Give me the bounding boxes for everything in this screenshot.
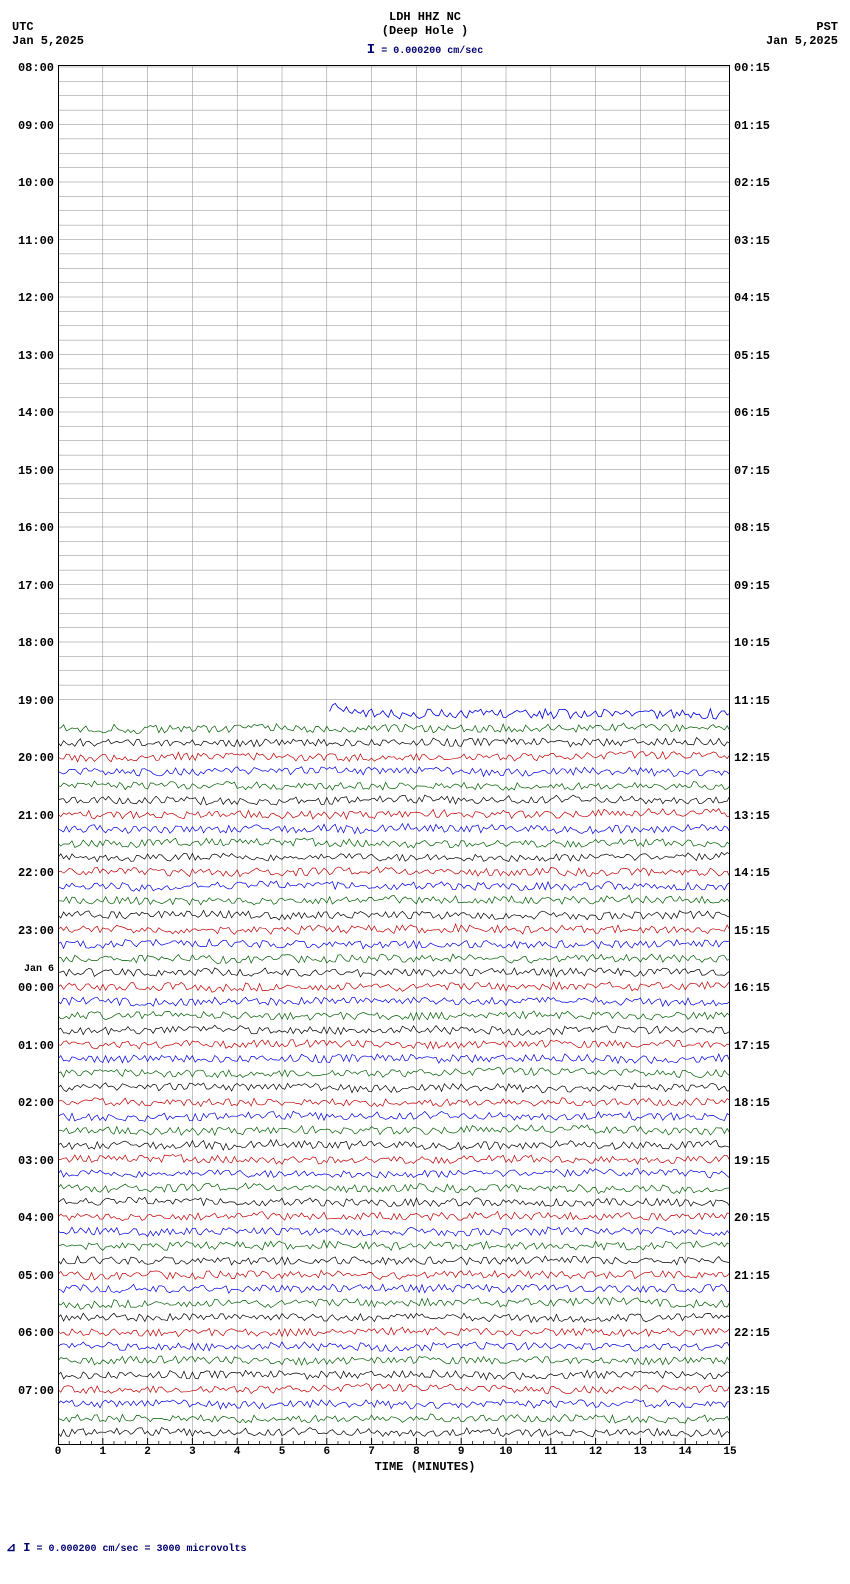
- time-label: 03:00: [18, 1154, 54, 1168]
- time-label: 17:15: [734, 1039, 770, 1053]
- time-label: 08:15: [734, 521, 770, 535]
- time-label: 06:00: [18, 1326, 54, 1340]
- time-label: 05:00: [18, 1269, 54, 1283]
- time-label: 02:15: [734, 176, 770, 190]
- time-label: 21:15: [734, 1269, 770, 1283]
- x-tick-label: 11: [544, 1446, 557, 1458]
- x-tick-label: 6: [323, 1446, 330, 1458]
- x-tick-label: 14: [679, 1446, 692, 1458]
- utc-label: UTC: [12, 20, 84, 34]
- time-label: 19:15: [734, 1154, 770, 1168]
- time-label: 17:00: [18, 579, 54, 593]
- time-label: 04:15: [734, 291, 770, 305]
- time-label: Jan 6: [24, 964, 54, 975]
- time-label: 07:00: [18, 1384, 54, 1398]
- time-label: 22:00: [18, 866, 54, 880]
- time-label: 12:15: [734, 751, 770, 765]
- time-label: 11:15: [734, 694, 770, 708]
- plot-area: [58, 65, 730, 1445]
- time-label: 03:15: [734, 234, 770, 248]
- pst-label: PST: [766, 20, 838, 34]
- x-tick-label: 10: [499, 1446, 512, 1458]
- seismogram-svg: [58, 65, 730, 1445]
- time-label: 16:15: [734, 981, 770, 995]
- time-label: 07:15: [734, 464, 770, 478]
- right-time-labels: 00:1501:1502:1503:1504:1505:1506:1507:15…: [732, 65, 788, 1445]
- x-tick-label: 12: [589, 1446, 602, 1458]
- x-tick-label: 5: [279, 1446, 286, 1458]
- station-code: LDH HHZ NC: [382, 10, 468, 24]
- x-tick-label: 4: [234, 1446, 241, 1458]
- time-label: 23:15: [734, 1384, 770, 1398]
- seismogram-container: UTC Jan 5,2025 PST Jan 5,2025 LDH HHZ NC…: [0, 0, 850, 1584]
- station-location: (Deep Hole ): [382, 24, 468, 38]
- scale-text: = 0.000200 cm/sec: [381, 46, 483, 57]
- time-label: 05:15: [734, 349, 770, 363]
- header-scale: I = 0.000200 cm/sec: [367, 42, 483, 58]
- footer-scale-text: = 0.000200 cm/sec = 3000 microvolts: [36, 1544, 246, 1555]
- header-left: UTC Jan 5,2025: [12, 20, 84, 48]
- x-tick-label: 2: [144, 1446, 151, 1458]
- time-label: 13:15: [734, 809, 770, 823]
- time-label: 01:00: [18, 1039, 54, 1053]
- x-tick-label: 9: [458, 1446, 465, 1458]
- time-label: 20:15: [734, 1211, 770, 1225]
- x-tick-label: 1: [99, 1446, 106, 1458]
- time-label: 00:00: [18, 981, 54, 995]
- time-label: 15:15: [734, 924, 770, 938]
- time-label: 02:00: [18, 1096, 54, 1110]
- time-label: 13:00: [18, 349, 54, 363]
- footer-scale: ⊿ I = 0.000200 cm/sec = 3000 microvolts: [6, 1540, 247, 1555]
- x-axis-label: TIME (MINUTES): [0, 1460, 850, 1474]
- time-label: 04:00: [18, 1211, 54, 1225]
- time-label: 23:00: [18, 924, 54, 938]
- time-label: 00:15: [734, 61, 770, 75]
- time-label: 18:00: [18, 636, 54, 650]
- time-label: 14:00: [18, 406, 54, 420]
- x-axis-ticks: 0123456789101112131415: [58, 1446, 730, 1460]
- time-label: 21:00: [18, 809, 54, 823]
- time-label: 19:00: [18, 694, 54, 708]
- time-label: 09:00: [18, 119, 54, 133]
- pst-date: Jan 5,2025: [766, 34, 838, 48]
- time-label: 18:15: [734, 1096, 770, 1110]
- time-label: 15:00: [18, 464, 54, 478]
- utc-date: Jan 5,2025: [12, 34, 84, 48]
- time-label: 08:00: [18, 61, 54, 75]
- time-label: 12:00: [18, 291, 54, 305]
- header-right: PST Jan 5,2025: [766, 20, 838, 48]
- x-tick-label: 8: [413, 1446, 420, 1458]
- time-label: 11:00: [18, 234, 54, 248]
- x-tick-label: 7: [368, 1446, 375, 1458]
- x-tick-label: 15: [723, 1446, 736, 1458]
- x-tick-label: 0: [55, 1446, 62, 1458]
- time-label: 06:15: [734, 406, 770, 420]
- time-label: 09:15: [734, 579, 770, 593]
- time-label: 20:00: [18, 751, 54, 765]
- time-label: 01:15: [734, 119, 770, 133]
- time-label: 22:15: [734, 1326, 770, 1340]
- header-center: LDH HHZ NC (Deep Hole ): [382, 10, 468, 38]
- time-label: 10:00: [18, 176, 54, 190]
- x-tick-label: 3: [189, 1446, 196, 1458]
- time-label: 14:15: [734, 866, 770, 880]
- time-label: 16:00: [18, 521, 54, 535]
- time-label: 10:15: [734, 636, 770, 650]
- left-time-labels: 08:0009:0010:0011:0012:0013:0014:0015:00…: [0, 65, 56, 1445]
- x-tick-label: 13: [634, 1446, 647, 1458]
